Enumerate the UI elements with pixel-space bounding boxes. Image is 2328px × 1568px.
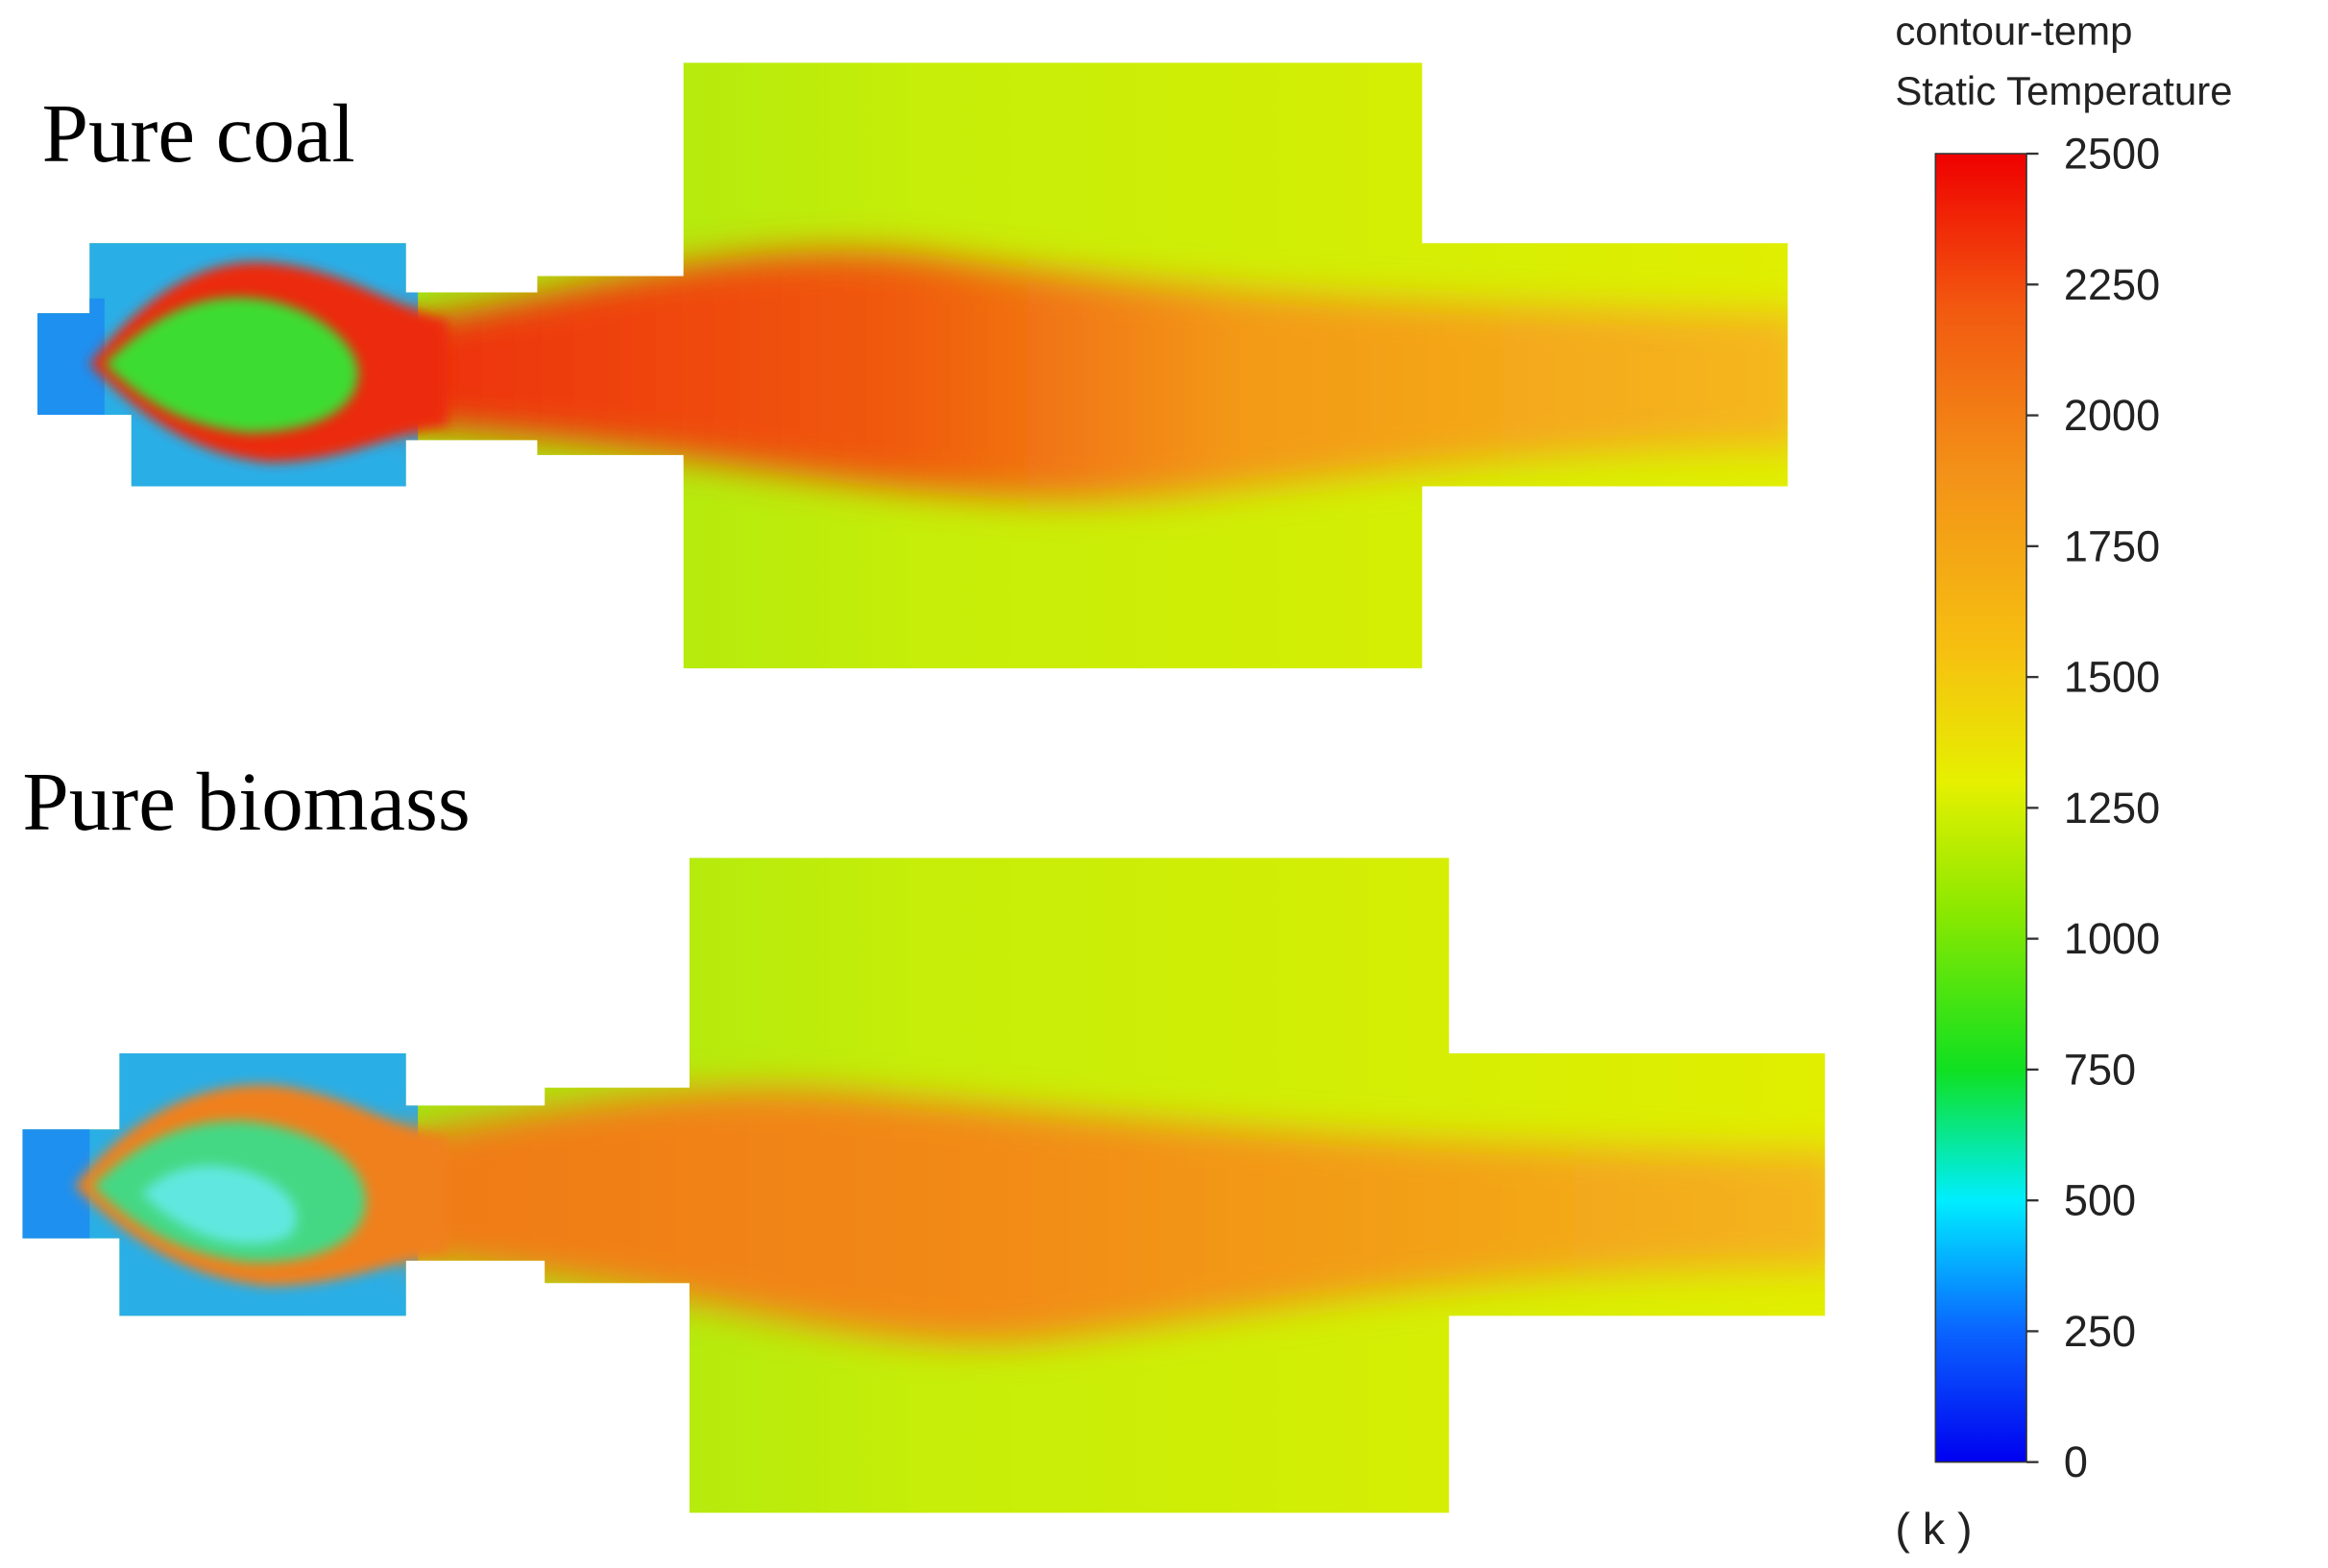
panel-title: Pure coal [42, 86, 355, 180]
tick-label: 1500 [2064, 653, 2160, 702]
tick-label: 1250 [2064, 784, 2160, 832]
tick-label: 2250 [2064, 260, 2160, 309]
tick-label: 1750 [2064, 521, 2160, 570]
colorbar-title: Static Temperature [1895, 68, 2232, 113]
tick-label: 250 [2064, 1307, 2136, 1356]
tick-label: 500 [2064, 1176, 2136, 1225]
tick-label: 750 [2064, 1045, 2136, 1094]
colorbar-title: contour-temp [1895, 9, 2132, 54]
panel-title: Pure biomass [22, 755, 470, 848]
unit-label: ( k ) [1895, 1504, 1972, 1554]
tick-label: 2500 [2064, 130, 2160, 179]
colorbar [1934, 153, 2027, 1463]
tick-label: 0 [2064, 1437, 2088, 1486]
tick-label: 2000 [2064, 391, 2160, 440]
colorbar-ticks: 0 250 500 750 1000 1250 1500 1750 2000 2250 2500 [2026, 130, 2160, 1486]
biomass-contour [22, 857, 1826, 1513]
tick-label: 1000 [2064, 914, 2160, 963]
